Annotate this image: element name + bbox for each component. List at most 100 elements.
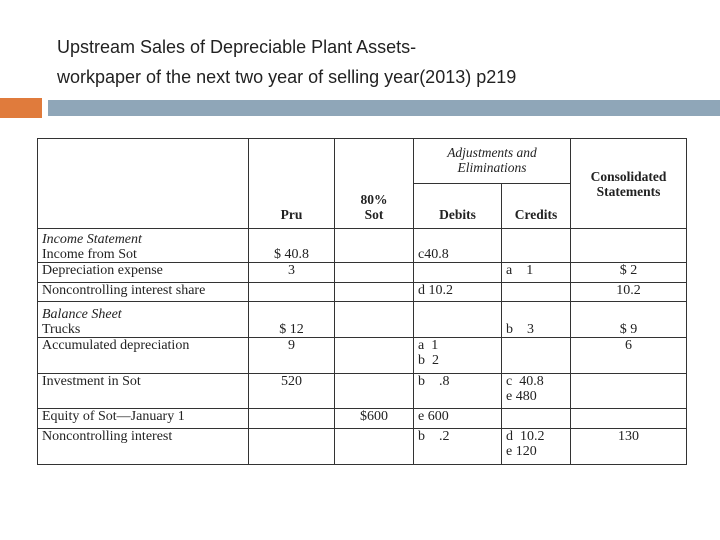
accent-bar <box>0 98 42 118</box>
cell <box>334 337 414 374</box>
cell: d 10.2 <box>413 282 502 302</box>
header-cell: Consolidated Statements <box>570 138 687 229</box>
cell-text: Pru <box>280 207 303 222</box>
table-row: Noncontrolling interest share d 10.2 10.2 <box>37 282 687 302</box>
header-cell: Pru <box>248 138 335 229</box>
cell <box>334 282 414 302</box>
cell <box>334 301 414 338</box>
cell <box>570 373 687 409</box>
cell <box>334 373 414 409</box>
cell <box>248 282 335 302</box>
cell: 6 <box>570 337 687 374</box>
row-label: Noncontrolling interest <box>37 428 249 465</box>
cell <box>334 428 414 465</box>
cell-text: Income from Sot <box>42 247 137 262</box>
cell <box>501 337 571 374</box>
cell-line: Adjustments and <box>447 145 537 160</box>
cell-text: d 10.2 <box>418 283 453 299</box>
table-row: Balance Sheet Trucks $ 12 b 3 $ 9 <box>37 301 687 338</box>
cell: 3 <box>248 262 335 283</box>
cell-text: c40.8 <box>418 247 449 262</box>
cell-text: 6 <box>625 338 632 354</box>
cell: $ 40.8 <box>248 228 335 263</box>
cell-text: a 1 <box>506 263 534 279</box>
cell-line: 80% <box>360 192 388 207</box>
cell: e 600 <box>413 408 502 429</box>
cell: $ 12 <box>248 301 335 338</box>
cell <box>501 282 571 302</box>
table-row: Noncontrolling interest b .2 d 10.2 e 120 13… <box>37 428 687 465</box>
cell-text: 520 <box>281 374 302 390</box>
header-cell: Credits <box>501 183 571 229</box>
cell: $600 <box>334 408 414 429</box>
row-label: Noncontrolling interest share <box>37 282 249 302</box>
cell: $ 2 <box>570 262 687 283</box>
cell: b 3 <box>501 301 571 338</box>
cell <box>570 408 687 429</box>
cell-text: Noncontrolling interest <box>42 429 173 445</box>
header-cell: 80% Sot <box>334 138 414 229</box>
cell: d 10.2 e 120 <box>501 428 571 465</box>
cell-text: $600 <box>360 409 388 425</box>
cell <box>248 428 335 465</box>
header-cell <box>37 138 249 229</box>
cell: 9 <box>248 337 335 374</box>
header-cell: Adjustments and Eliminations <box>413 138 571 184</box>
cell-text: Accumulated depreciation <box>42 338 190 354</box>
cell-text: 130 <box>618 429 639 445</box>
workpaper-table: Pru 80% Sot Adjustments and Eliminations Cons… <box>37 138 687 465</box>
cell-line: Statements <box>596 183 661 199</box>
rule-bar <box>48 100 720 116</box>
cell <box>413 262 502 283</box>
cell <box>248 408 335 429</box>
cell: $ 9 <box>570 301 687 338</box>
cell-text: e 600 <box>418 409 449 425</box>
cell: 10.2 <box>570 282 687 302</box>
cell-line: Eliminations <box>457 160 527 175</box>
cell-text: 10.2 <box>616 283 641 299</box>
header-row: Pru 80% Sot Adjustments and Eliminations Cons… <box>37 138 687 229</box>
cell: c40.8 <box>413 228 502 263</box>
cell-text: Equity of Sot—January 1 <box>42 409 185 425</box>
cell <box>334 228 414 263</box>
cell-line: c 40.8 <box>506 374 544 390</box>
title-line: Upstream Sales of Depreciable Plant Asse… <box>57 37 417 57</box>
cell-text: b .2 <box>418 429 450 445</box>
cell: b .2 <box>413 428 502 465</box>
cell-line: d 10.2 <box>506 429 545 445</box>
cell-text: $ 2 <box>619 263 638 279</box>
cell <box>413 301 502 338</box>
cell-line: a 1 <box>418 338 439 354</box>
title-line: workpaper of the next two year of sellin… <box>57 67 517 87</box>
cell <box>334 262 414 283</box>
cell-line: e 480 <box>506 389 537 404</box>
cell: 520 <box>248 373 335 409</box>
cell-text: b 3 <box>506 322 534 337</box>
cell-text: Credits <box>514 207 558 222</box>
cell-text: b .8 <box>418 374 450 390</box>
cell <box>501 228 571 263</box>
cell-text: Noncontrolling interest share <box>42 283 206 299</box>
cell-line: Consolidated <box>590 168 667 184</box>
cell-line: Sot <box>364 207 384 222</box>
table-row: Depreciation expense 3 a 1 $ 2 <box>37 262 687 283</box>
table-row: Investment in Sot 520 b .8 c 40.8 e 480 <box>37 373 687 409</box>
section-label: Balance Sheet <box>42 307 122 322</box>
cell: a 1 <box>501 262 571 283</box>
cell-text: Depreciation expense <box>42 263 163 279</box>
cell-text: Debits <box>439 207 476 222</box>
row-label: Accumulated depreciation <box>37 337 249 374</box>
cell-text: $ 9 <box>619 322 638 337</box>
row-label: Depreciation expense <box>37 262 249 283</box>
header-row: Debits Credits <box>38 183 687 229</box>
section-label: Income Statement <box>42 232 142 247</box>
cell-text: $ 40.8 <box>274 247 309 262</box>
cell <box>570 228 687 263</box>
row-label: Income Statement Income from Sot <box>37 228 249 263</box>
cell-text: 9 <box>288 338 295 354</box>
table-row: Income Statement Income from Sot $ 40.8 c40… <box>37 228 687 263</box>
cell: b .8 <box>413 373 502 409</box>
row-label: Balance Sheet Trucks <box>37 301 249 338</box>
